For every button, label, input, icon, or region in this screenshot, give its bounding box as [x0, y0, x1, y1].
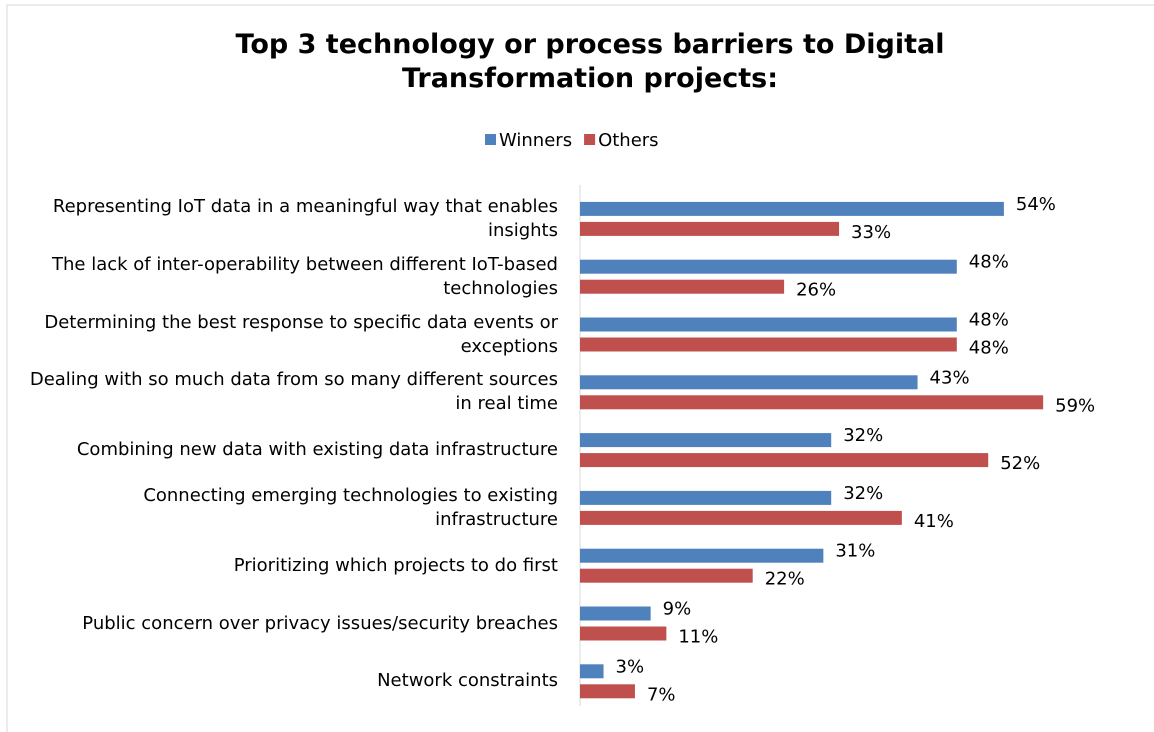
chart-title: Top 3 technology or process barriers to …	[235, 29, 945, 94]
value-label: 22%	[765, 569, 805, 590]
bar	[580, 259, 957, 274]
bar	[580, 626, 667, 641]
category-label: Connecting emerging technologies to exis…	[143, 484, 558, 530]
value-label: 31%	[835, 541, 875, 562]
bar	[580, 279, 785, 294]
legend-label: Winners	[499, 130, 572, 151]
bar	[580, 375, 918, 390]
legend-label: Others	[598, 130, 659, 151]
value-label: 59%	[1055, 395, 1095, 416]
category-label: Public concern over privacy issues/secur…	[82, 612, 558, 634]
bar	[580, 317, 957, 332]
value-label: 26%	[796, 280, 836, 301]
bar	[580, 337, 957, 352]
bar	[580, 510, 902, 525]
bar	[580, 684, 635, 699]
category-label: Determining the best response to specifi…	[44, 311, 558, 357]
bar	[580, 433, 832, 448]
value-label: 3%	[616, 656, 645, 677]
legend-swatch	[485, 134, 496, 145]
category-label: Network constraints	[377, 670, 558, 692]
chart-border	[6, 4, 1154, 732]
value-label: 52%	[1000, 453, 1040, 474]
value-label: 9%	[663, 599, 692, 620]
bar	[580, 201, 1004, 216]
bar	[580, 548, 824, 563]
value-label: 41%	[914, 511, 954, 532]
legend-swatch	[584, 134, 596, 145]
category-label: The lack of inter-operability between di…	[52, 253, 558, 299]
category-label: Prioritizing which projects to do first	[233, 554, 558, 576]
value-label: 48%	[969, 310, 1009, 331]
category-label: Dealing with so much data from so many d…	[29, 369, 558, 415]
category-label: Representing IoT data in a meaningful wa…	[52, 195, 558, 241]
value-label: 11%	[678, 627, 718, 648]
bar	[580, 453, 989, 468]
value-label: 33%	[851, 222, 891, 243]
value-label: 43%	[930, 367, 970, 388]
bar	[580, 664, 604, 679]
value-label: 48%	[969, 252, 1009, 273]
value-label: 48%	[969, 338, 1009, 359]
value-label: 7%	[647, 684, 676, 705]
value-label: 54%	[1016, 194, 1056, 215]
bar	[580, 606, 651, 621]
bar	[580, 395, 1044, 410]
value-label: 32%	[843, 483, 883, 504]
category-label: Combining new data with existing data in…	[76, 439, 558, 461]
value-label: 32%	[843, 425, 883, 446]
bar	[580, 221, 840, 236]
bar	[580, 568, 753, 583]
bar	[580, 490, 832, 505]
